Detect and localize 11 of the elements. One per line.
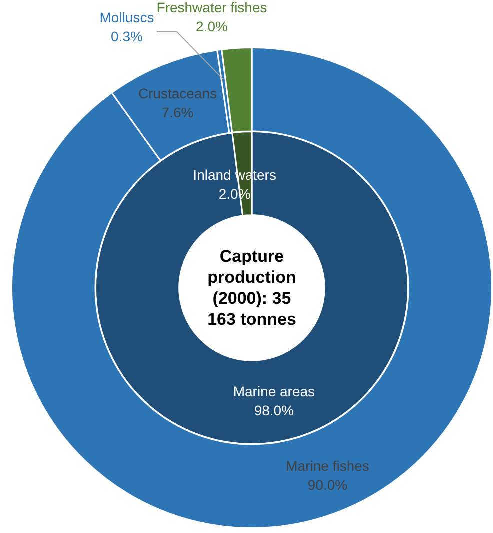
slice-label: Marine areas <box>233 384 316 400</box>
data-label: 0.3% <box>111 28 143 44</box>
slice-label: Molluscs <box>100 9 154 26</box>
data-label: 2.0% <box>196 18 228 34</box>
data-label: 98.0% <box>254 402 294 419</box>
text: Capture production (2000): 35 163 tonnes <box>206 246 298 330</box>
data-label: 7.6% <box>162 104 194 120</box>
data-label: 90.0% <box>308 477 348 494</box>
slice-label: Marine fishes <box>286 458 370 474</box>
slice-label: Crustaceans <box>138 85 218 102</box>
slice-label: Freshwater fishes <box>156 0 268 16</box>
